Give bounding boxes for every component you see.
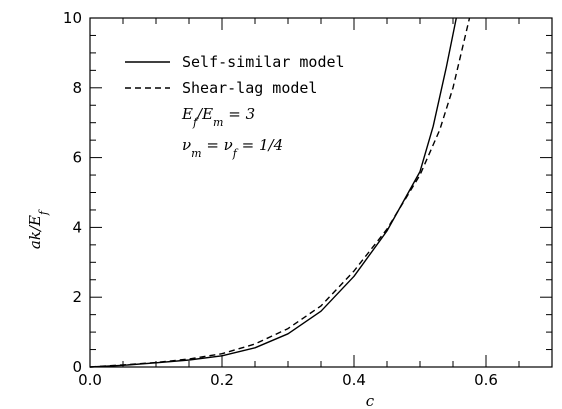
legend-label: Shear-lag model — [182, 79, 317, 97]
y-axis-label-group: ak/Ef — [26, 209, 50, 249]
x-tick-label: 0.2 — [210, 371, 234, 389]
annotation-poisson-ratio: νm = νf = 1/4 — [182, 136, 283, 160]
y-tick-label: 0 — [72, 358, 82, 376]
series-layer — [89, 17, 471, 368]
y-tick-label: 10 — [63, 9, 82, 27]
axis-tick-labels: 0.0 0.2 0.4 0.6 0 2 4 6 8 10 — [63, 9, 498, 389]
legend: Self-similar model Shear-lag model Ef/Em =… — [125, 53, 345, 160]
y-tick-label: 6 — [72, 149, 82, 167]
x-tick-label: 0.6 — [474, 371, 498, 389]
y-axis-label: ak/Ef — [26, 209, 50, 249]
y-tick-label: 8 — [72, 79, 82, 97]
annotation-modulus-ratio: Ef/Em = 3 — [181, 105, 255, 129]
axis-ticks — [89, 17, 553, 368]
y-tick-label: 2 — [72, 288, 82, 306]
x-axis-label: c — [366, 392, 375, 409]
y-tick-label: 4 — [72, 218, 82, 236]
x-tick-label: 0.0 — [78, 371, 102, 389]
series-shear-lag-line — [89, 17, 471, 368]
x-tick-label: 0.4 — [342, 371, 366, 389]
legend-label: Self-similar model — [182, 53, 345, 71]
